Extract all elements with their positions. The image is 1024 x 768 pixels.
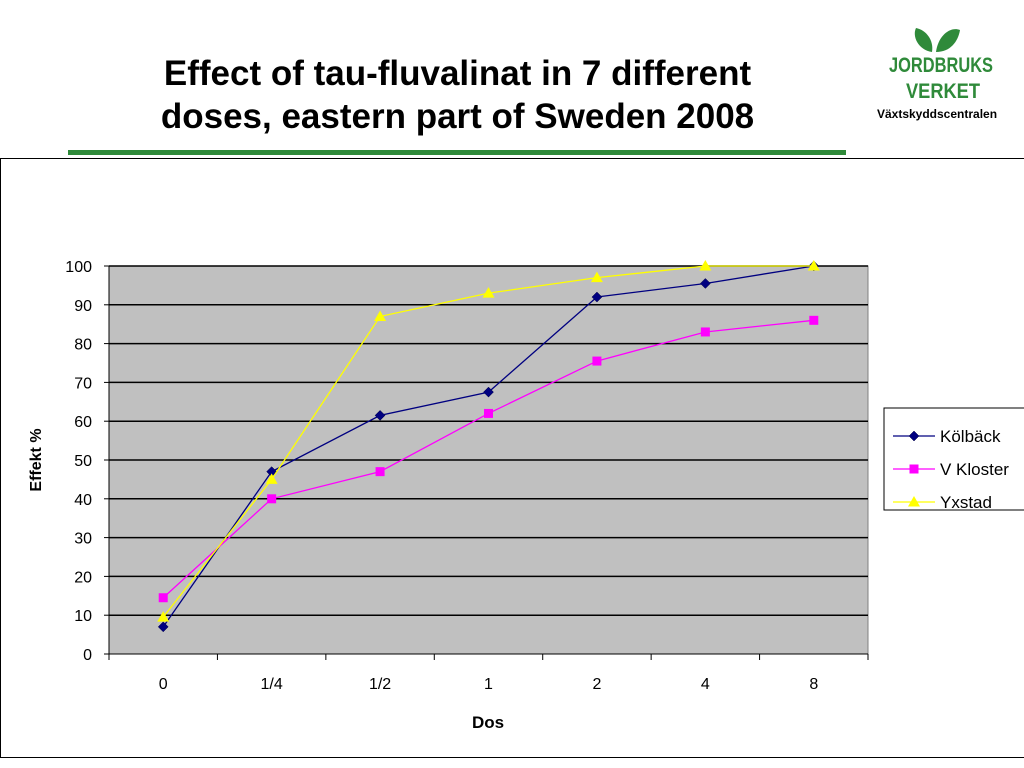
data-point <box>157 611 170 622</box>
x-tick-label: 8 <box>809 676 818 693</box>
y-tick-label: 40 <box>74 492 92 509</box>
y-tick-label: 10 <box>74 608 92 625</box>
data-point <box>374 310 387 321</box>
y-tick-label: 90 <box>74 298 92 315</box>
x-tick-label: 0 <box>159 676 168 693</box>
y-tick-label: 80 <box>74 337 92 354</box>
x-tick-label: 1/4 <box>261 676 283 693</box>
data-point <box>157 621 169 633</box>
jordbruksverket-logo: JORDBRUKS VERKET <box>889 28 993 103</box>
x-axis-label: Dos <box>472 713 504 732</box>
data-point <box>483 386 494 398</box>
legend-label: Kölbäck <box>940 427 1001 446</box>
data-point <box>484 408 493 418</box>
logo-text-line-1: JORDBRUKS <box>889 54 993 77</box>
legend: Kölbäck V Kloster Yxstad <box>883 407 1024 512</box>
data-point <box>807 260 820 271</box>
legend-label: V Kloster <box>940 460 1009 479</box>
y-tick-label: 30 <box>74 531 92 548</box>
data-point <box>700 278 711 289</box>
legend-label: Yxstad <box>940 493 992 512</box>
x-tick-label: 1/2 <box>369 676 391 693</box>
slide-title-line-2: doses, eastern part of Sweden 2008 <box>160 97 755 136</box>
x-tick-label: 2 <box>592 676 601 693</box>
data-point <box>591 291 603 303</box>
y-tick-label: 0 <box>83 647 92 664</box>
slide-title: Effect of tau-fluvalinat in 7 different … <box>70 52 845 138</box>
data-point <box>699 260 712 271</box>
data-point <box>158 593 168 603</box>
data-point <box>590 271 603 283</box>
x-tick-label: 4 <box>701 676 710 693</box>
y-tick-label: 70 <box>74 375 92 392</box>
y-tick-label: 20 <box>74 569 92 586</box>
data-point <box>265 473 278 484</box>
data-point <box>267 494 277 504</box>
logo-subtitle: Växtskyddscentralen <box>876 107 998 121</box>
logo-leaf-right-icon <box>936 29 960 52</box>
line-chart: 0 10 20 30 40 50 60 70 80 90 100 0 1/4 1/2 1 2 4 8 Effek… <box>28 259 1024 732</box>
series-v-kloster <box>158 315 819 603</box>
logo-text-line-2: VERKET <box>906 80 980 103</box>
y-tick-label: 100 <box>65 259 92 276</box>
title-divider <box>68 150 846 155</box>
data-point <box>700 327 710 337</box>
data-point <box>482 287 495 298</box>
logo-leaf-left-icon <box>914 28 933 52</box>
y-tick-label: 60 <box>74 414 92 431</box>
slide-title-line-1: Effect of tau-fluvalinat in 7 different <box>163 54 752 93</box>
data-point <box>375 467 385 477</box>
y-tick-label: 50 <box>74 453 92 470</box>
legend-item: Yxstad <box>893 493 992 512</box>
data-point <box>809 315 819 325</box>
y-axis-label: Effekt % <box>28 428 45 491</box>
legend-marker <box>909 464 919 474</box>
series-kölbäck <box>157 260 820 633</box>
data-point <box>374 410 386 421</box>
x-tick-label: 1 <box>484 676 493 693</box>
legend-box <box>883 407 1024 511</box>
legend-item: Kölbäck <box>893 427 1001 446</box>
series-yxstad <box>157 260 820 622</box>
data-point <box>592 356 602 366</box>
legend-item: V Kloster <box>893 460 1009 479</box>
legend-marker <box>908 430 920 442</box>
chart-frame: 0 10 20 30 40 50 60 70 80 90 100 0 1/4 1/2 1 2 4 8 Effek… <box>0 158 1024 758</box>
legend-marker <box>908 496 920 507</box>
